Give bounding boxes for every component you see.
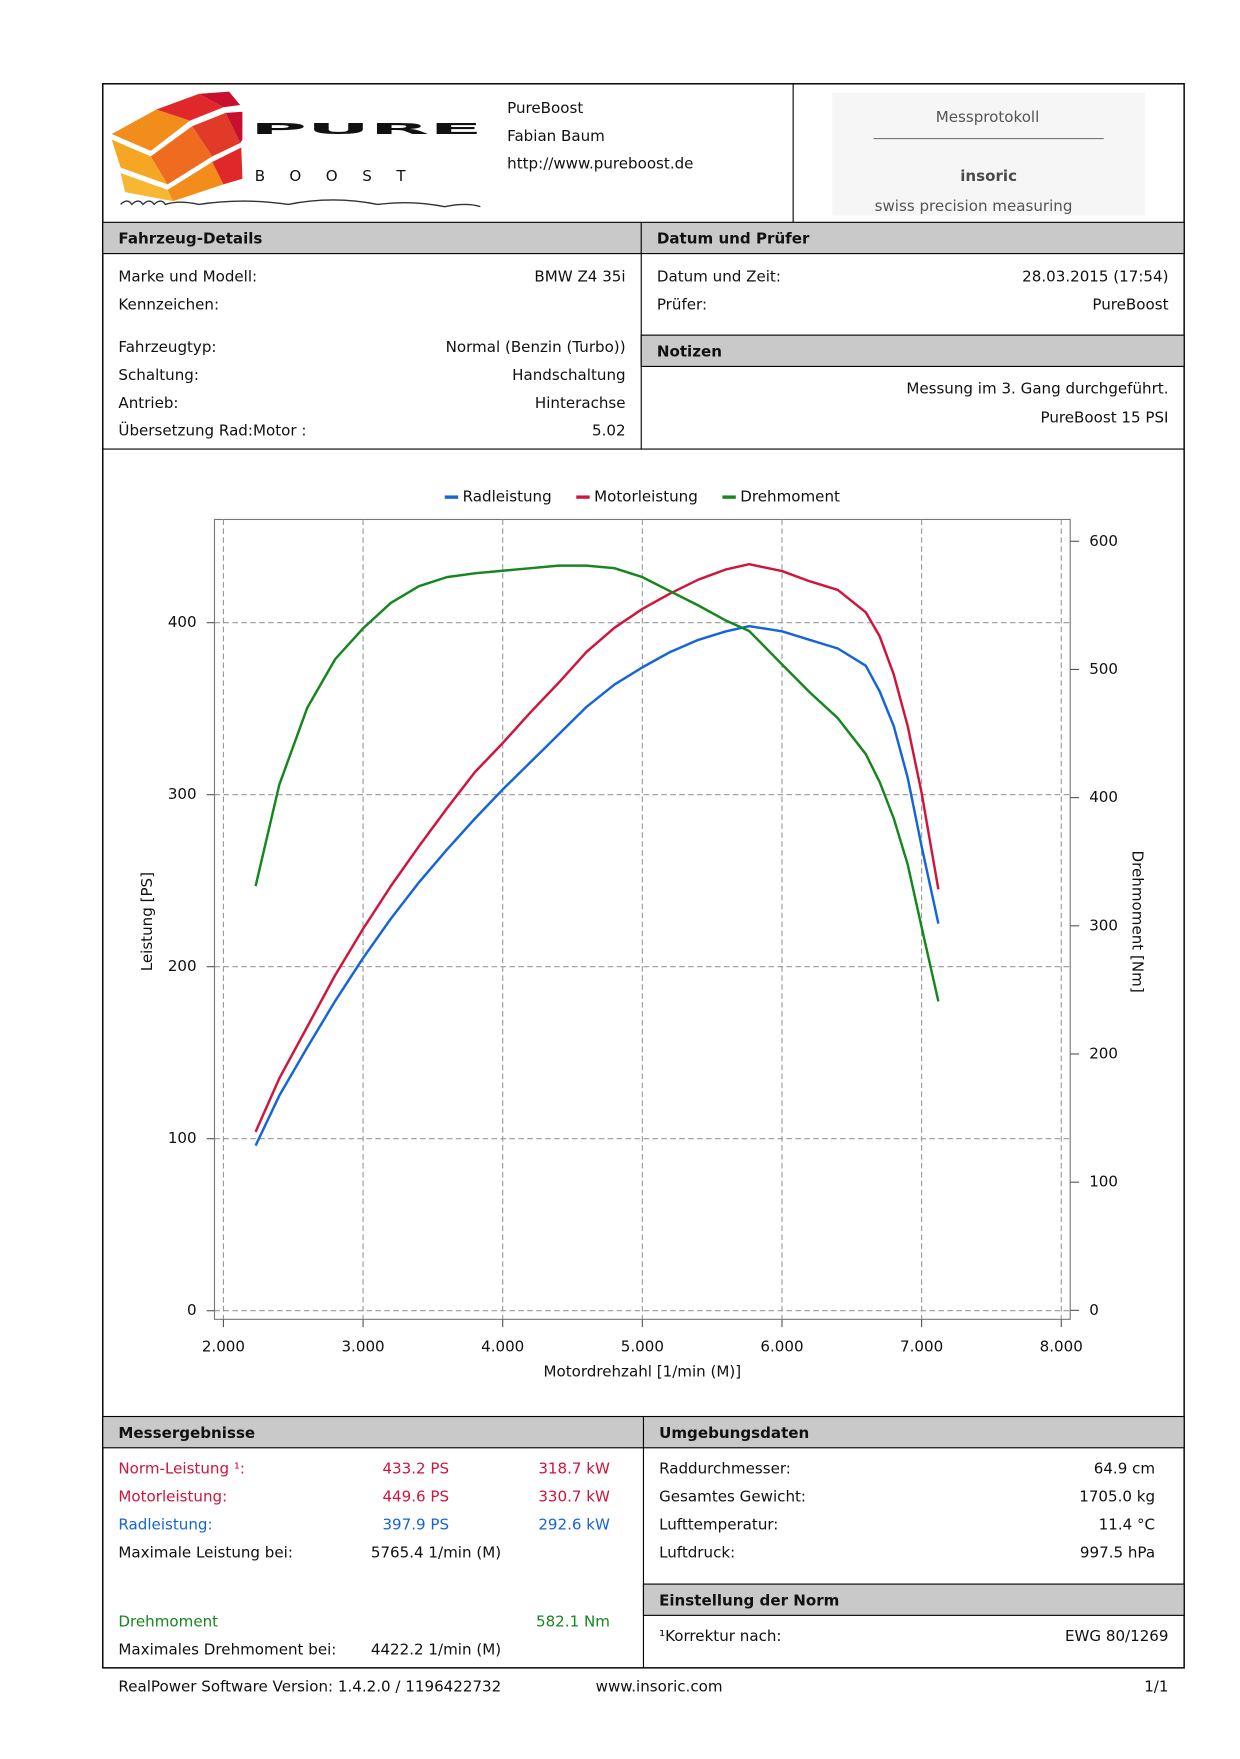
y2-tick-label: 500 — [1089, 660, 1118, 678]
row-value: Handschaltung — [512, 366, 625, 384]
section-title: Notizen — [657, 342, 722, 360]
result-label: Maximales Drehmoment bei: — [118, 1640, 336, 1658]
y-axis-label: Leistung [PS] — [138, 872, 156, 971]
result-label: Motorleistung: — [118, 1487, 227, 1505]
logo-subtext: BOOST — [255, 167, 430, 185]
result-value: 330.7 kW — [538, 1487, 610, 1505]
logo: PURE BOOST — [111, 91, 483, 208]
row-label: Schaltung: — [118, 366, 199, 384]
x-axis-label: Motordrehzahl [1/min (M)] — [543, 1362, 741, 1380]
y2-tick-label: 400 — [1089, 788, 1118, 806]
company: PureBoost — [507, 99, 583, 117]
section-title: Fahrzeug-Details — [118, 230, 262, 248]
x-tick-label: 6.000 — [760, 1338, 803, 1356]
section-title: Umgebungsdaten — [659, 1424, 809, 1442]
x-tick-label: 3.000 — [341, 1338, 384, 1356]
section-title: Einstellung der Norm — [659, 1591, 839, 1609]
x-tick-label: 5.000 — [621, 1338, 664, 1356]
report-title: Messprotokoll — [936, 108, 1040, 126]
result-label: Maximale Leistung bei: — [118, 1543, 293, 1561]
row-value: Normal (Benzin (Turbo)) — [446, 338, 626, 356]
note: PureBoost 15 PSI — [1041, 408, 1169, 426]
row-label: Marke und Modell: — [118, 268, 257, 286]
y2-tick-label: 0 — [1089, 1301, 1099, 1319]
brand-tagline: swiss precision measuring — [875, 197, 1073, 215]
row-label: Kennzeichen: — [118, 295, 219, 313]
y-tick-label: 300 — [168, 785, 197, 803]
x-tick-label: 8.000 — [1040, 1338, 1083, 1356]
row-label: Gesamtes Gewicht: — [659, 1487, 806, 1505]
series-line — [254, 562, 940, 1133]
row-label: Raddurchmesser: — [659, 1460, 791, 1478]
row-value: 64.9 cm — [1094, 1460, 1155, 1478]
row-value: BMW Z4 35i — [534, 268, 625, 286]
section-bar — [640, 334, 1185, 367]
section-bar — [642, 1583, 1185, 1616]
series-line — [254, 564, 940, 1002]
logo-text: PURE — [250, 120, 482, 138]
footer-page: 1/1 — [1144, 1677, 1168, 1695]
contact: Fabian Baum — [507, 127, 605, 145]
section-title: Datum und Prüfer — [657, 230, 810, 248]
row-label: Prüfer: — [657, 295, 707, 313]
note: Messung im 3. Gang durchgeführt. — [906, 379, 1168, 397]
legend-label: Motorleistung — [594, 488, 698, 506]
row-value: 997.5 hPa — [1080, 1543, 1155, 1561]
row-value: EWG 80/1269 — [1065, 1627, 1169, 1645]
row-value: 5.02 — [592, 422, 626, 440]
row-label: Fahrzeugtyp: — [118, 338, 216, 356]
result-value: 292.6 kW — [538, 1515, 610, 1533]
y2-tick-label: 600 — [1089, 532, 1118, 550]
y-tick-label: 200 — [168, 957, 197, 975]
legend-label: Drehmoment — [740, 488, 840, 506]
result-label: Drehmoment — [118, 1613, 218, 1631]
row-label: Datum und Zeit: — [657, 268, 781, 286]
row-value: 1705.0 kg — [1079, 1487, 1155, 1505]
y2-axis-label: Drehmoment [Nm] — [1129, 851, 1147, 993]
website: http://www.pureboost.de — [507, 155, 693, 173]
result-value: 318.7 kW — [538, 1460, 610, 1478]
section-title: Messergebnisse — [118, 1424, 255, 1442]
series-line — [254, 624, 940, 1147]
row-value: 28.03.2015 (17:54) — [1022, 268, 1168, 286]
x-tick-label: 7.000 — [900, 1338, 943, 1356]
x-tick-label: 4.000 — [481, 1338, 524, 1356]
result-label: Norm-Leistung ¹: — [118, 1460, 245, 1478]
row-label: Lufttemperatur: — [659, 1515, 778, 1533]
x-tick-label: 2.000 — [202, 1338, 245, 1356]
footer-website: www.insoric.com — [596, 1677, 723, 1695]
brand-box — [832, 92, 1146, 216]
y-tick-label: 0 — [187, 1301, 197, 1319]
row-label: Übersetzung Rad:Motor : — [118, 421, 306, 440]
result-value: 449.6 PS — [382, 1487, 449, 1505]
result-value: 397.9 PS — [382, 1515, 449, 1533]
footer-software: RealPower Software Version: 1.4.2.0 / 11… — [118, 1677, 501, 1695]
section-bar — [102, 221, 1185, 255]
legend-label: Radleistung — [463, 488, 552, 506]
y-tick-label: 400 — [168, 613, 197, 631]
y-tick-label: 100 — [168, 1129, 197, 1147]
result-value: 433.2 PS — [382, 1460, 449, 1478]
result-value: 4422.2 1/min (M) — [371, 1640, 501, 1658]
row-label: Antrieb: — [118, 394, 178, 412]
row-value: 11.4 °C — [1099, 1515, 1155, 1533]
brand: insoric — [960, 167, 1017, 185]
y2-tick-label: 300 — [1089, 916, 1118, 934]
row-label: ¹Korrektur nach: — [659, 1627, 781, 1645]
row-label: Luftdruck: — [659, 1543, 735, 1561]
result-value: 582.1 Nm — [536, 1613, 610, 1631]
y2-tick-label: 200 — [1089, 1044, 1118, 1062]
result-label: Radleistung: — [118, 1515, 212, 1533]
row-value: Hinterachse — [535, 394, 626, 412]
row-value: PureBoost — [1092, 295, 1168, 313]
result-value: 5765.4 1/min (M) — [371, 1543, 501, 1561]
y2-tick-label: 100 — [1089, 1173, 1118, 1191]
